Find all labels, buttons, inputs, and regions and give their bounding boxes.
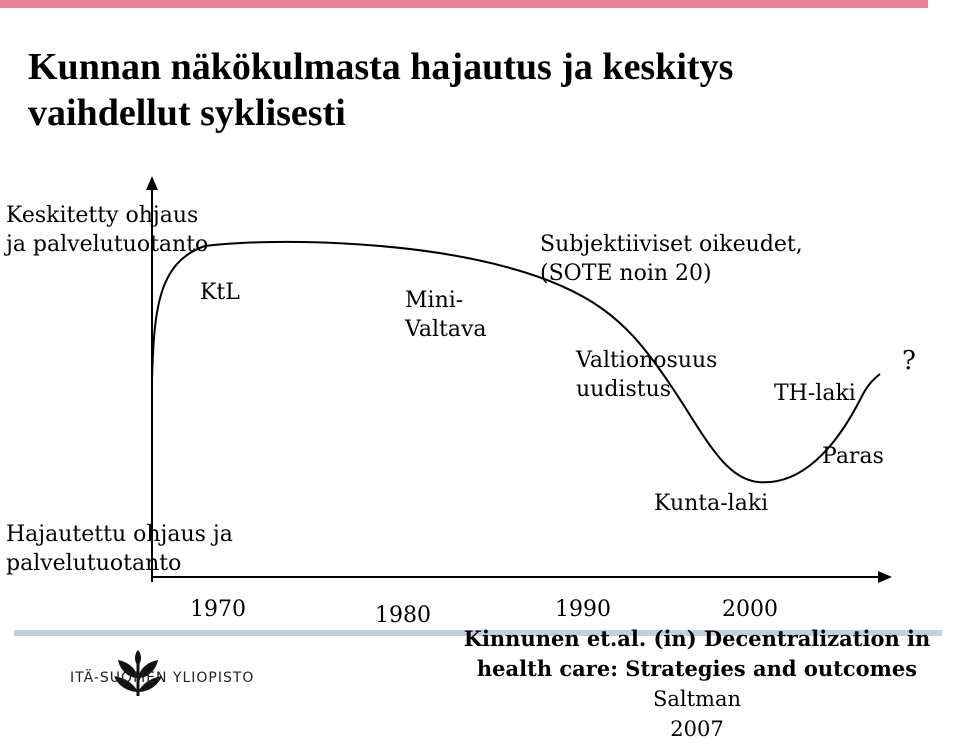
citation-bold-line-1: Kinnunen et.al. (in) Decentralization in — [463, 626, 931, 651]
y-axis-top-label-2: ja palvelutuotanto — [6, 232, 209, 257]
university-logo-icon — [114, 650, 162, 696]
citation: Kinnunen et.al. (in) Decentralization in… — [436, 624, 958, 744]
x-tick-label: 1990 — [555, 597, 611, 622]
y-axis-bottom-label-1: Hajautettu ohjaus ja — [6, 522, 233, 547]
x-axis-arrow — [878, 571, 892, 583]
annotation-subjektiiviset-1: Subjektiiviset oikeudet, — [540, 232, 803, 257]
annotation-ktl: KtL — [200, 280, 240, 305]
annotation-mini-1: Mini- — [405, 288, 464, 313]
x-tick-label: 2000 — [722, 597, 778, 622]
annotation-valtionosuus-2: uudistus — [576, 377, 672, 402]
x-tick-label: 1970 — [190, 597, 246, 622]
annotation-th-laki: TH-laki — [774, 381, 856, 406]
x-tick-label: 1980 — [375, 603, 431, 628]
citation-bold-line-2: health care: Strategies and outcomes — [476, 656, 918, 681]
annotation-question-mark: ? — [902, 346, 916, 376]
top-accent-bar — [0, 0, 928, 8]
title-line-2: vaihdellut syklisesti — [28, 92, 346, 134]
footer-rule — [14, 630, 942, 636]
university-logo-text: ITÄ-SUOMEN YLIOPISTO — [70, 670, 255, 686]
annotation-subjektiiviset-2: (SOTE noin 20) — [540, 261, 712, 286]
title-line-1: Kunnan näkökulmasta hajautus ja keskitys — [28, 46, 734, 88]
y-axis-arrow — [146, 176, 158, 190]
annotation-valtionosuus-1: Valtionosuus — [576, 348, 718, 373]
citation-author: Saltman — [652, 687, 742, 711]
y-axis-top-label-1: Keskitetty ohjaus — [6, 203, 199, 228]
y-axis-bottom-label-2: palvelutuotanto — [6, 551, 182, 576]
cycle-curve — [151, 240, 881, 484]
page-title: Kunnan näkökulmasta hajautus ja keskitys… — [28, 44, 928, 136]
citation-year: 2007 — [670, 717, 724, 741]
annotation-mini-2: Valtava — [405, 317, 487, 342]
annotation-paras: Paras — [822, 444, 884, 469]
cycle-diagram — [146, 176, 892, 583]
annotation-kunta-laki: Kunta-laki — [654, 491, 769, 516]
